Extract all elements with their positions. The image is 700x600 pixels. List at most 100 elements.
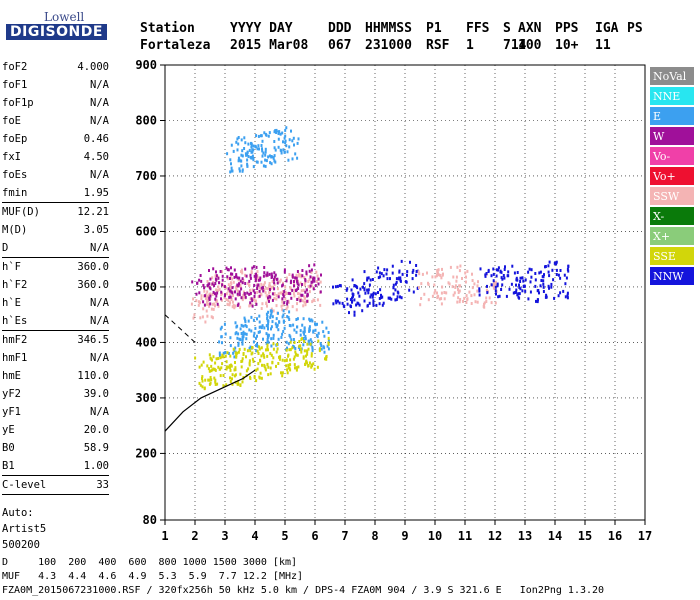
echo-point	[566, 268, 569, 271]
echo-point	[502, 274, 505, 277]
echo-point	[392, 292, 395, 296]
echo-point	[231, 291, 234, 295]
echo-point	[296, 298, 299, 301]
header-labels-0: Station	[140, 21, 195, 36]
echo-point	[267, 373, 270, 377]
legend-swatch-sse	[650, 247, 694, 265]
echo-point	[215, 294, 218, 298]
parameter-name: fxI	[2, 151, 21, 163]
echo-point	[238, 158, 241, 162]
header-values-8: 10+	[555, 38, 579, 53]
echo-point	[380, 296, 383, 300]
echo-point	[207, 378, 210, 382]
echo-point	[296, 302, 298, 306]
parameter-separator	[2, 257, 109, 258]
echo-point	[523, 284, 526, 288]
parameter-separator	[2, 475, 109, 476]
echo-point	[487, 270, 490, 273]
echo-point	[282, 290, 285, 294]
echo-point	[270, 307, 273, 311]
echo-point	[234, 332, 237, 336]
echo-point	[327, 339, 330, 343]
echo-point	[511, 264, 514, 268]
echo-point	[227, 283, 230, 287]
parameter-name: yF1	[2, 406, 21, 418]
echo-point	[226, 268, 229, 272]
echo-point	[274, 148, 277, 152]
echo-point	[464, 280, 467, 284]
echo-point	[557, 273, 560, 277]
echo-point	[308, 264, 311, 268]
echo-point	[258, 294, 261, 298]
echo-point	[208, 369, 211, 373]
echo-point	[291, 139, 294, 143]
echo-point	[515, 283, 517, 287]
echo-point	[209, 292, 212, 296]
echo-point	[294, 350, 297, 354]
echo-point	[437, 294, 440, 298]
echo-point	[271, 292, 274, 296]
echo-point	[336, 284, 339, 288]
echo-point	[239, 372, 242, 376]
echo-point	[239, 383, 242, 387]
echo-point	[308, 325, 311, 329]
echo-point	[332, 302, 335, 306]
echo-point	[235, 355, 238, 359]
echo-point	[236, 292, 239, 296]
echo-point	[218, 367, 221, 371]
echo-point	[206, 302, 209, 306]
echo-point	[256, 287, 259, 290]
echo-point	[415, 264, 418, 267]
echo-point	[496, 282, 499, 286]
echo-point	[281, 308, 284, 312]
echo-point	[216, 291, 219, 295]
echo-point	[399, 279, 402, 283]
echo-point	[262, 151, 265, 155]
echo-point	[288, 324, 291, 327]
echo-point	[277, 362, 280, 365]
echo-point	[253, 283, 256, 287]
echo-point	[301, 299, 304, 303]
echo-point	[310, 280, 313, 284]
echo-point	[227, 365, 230, 369]
echo-point	[270, 276, 273, 279]
echo-cluster	[478, 260, 570, 304]
echo-point	[270, 309, 273, 313]
echo-point	[288, 318, 291, 321]
echo-point	[289, 286, 292, 290]
echo-point	[458, 289, 461, 293]
echo-point	[423, 292, 426, 296]
echo-point	[265, 159, 268, 163]
echo-point	[534, 272, 537, 275]
echo-point	[247, 367, 250, 371]
echo-point	[288, 348, 291, 352]
echo-point	[542, 275, 545, 279]
echo-point	[270, 337, 273, 341]
footer: D 100 200 400 600 800 1000 1500 3000 [km…	[2, 556, 604, 598]
echo-point	[358, 294, 361, 298]
echo-point	[226, 152, 229, 156]
digisonde-logo: Lowell DIGISONDE	[6, 8, 116, 48]
echo-point	[530, 268, 533, 272]
echo-point	[273, 283, 276, 287]
echo-point	[215, 274, 218, 278]
echo-point	[466, 297, 469, 301]
echo-point	[449, 265, 452, 269]
parameter-name: MUF(D)	[2, 206, 40, 218]
echo-point	[394, 288, 397, 292]
parameter-row: foEs N/A	[2, 166, 109, 184]
echo-point	[244, 141, 247, 145]
echo-point	[418, 286, 420, 289]
echo-point	[267, 155, 270, 159]
echo-point	[232, 294, 234, 298]
echo-point	[307, 284, 310, 288]
echo-point	[223, 296, 226, 300]
echo-point	[268, 282, 271, 285]
echo-point	[206, 300, 208, 304]
parameter-row: h`Es N/A	[2, 312, 109, 330]
echo-point	[387, 296, 390, 300]
echo-point	[266, 325, 269, 329]
echo-point	[237, 332, 240, 336]
echo-point	[227, 352, 230, 355]
echo-point	[293, 284, 295, 288]
